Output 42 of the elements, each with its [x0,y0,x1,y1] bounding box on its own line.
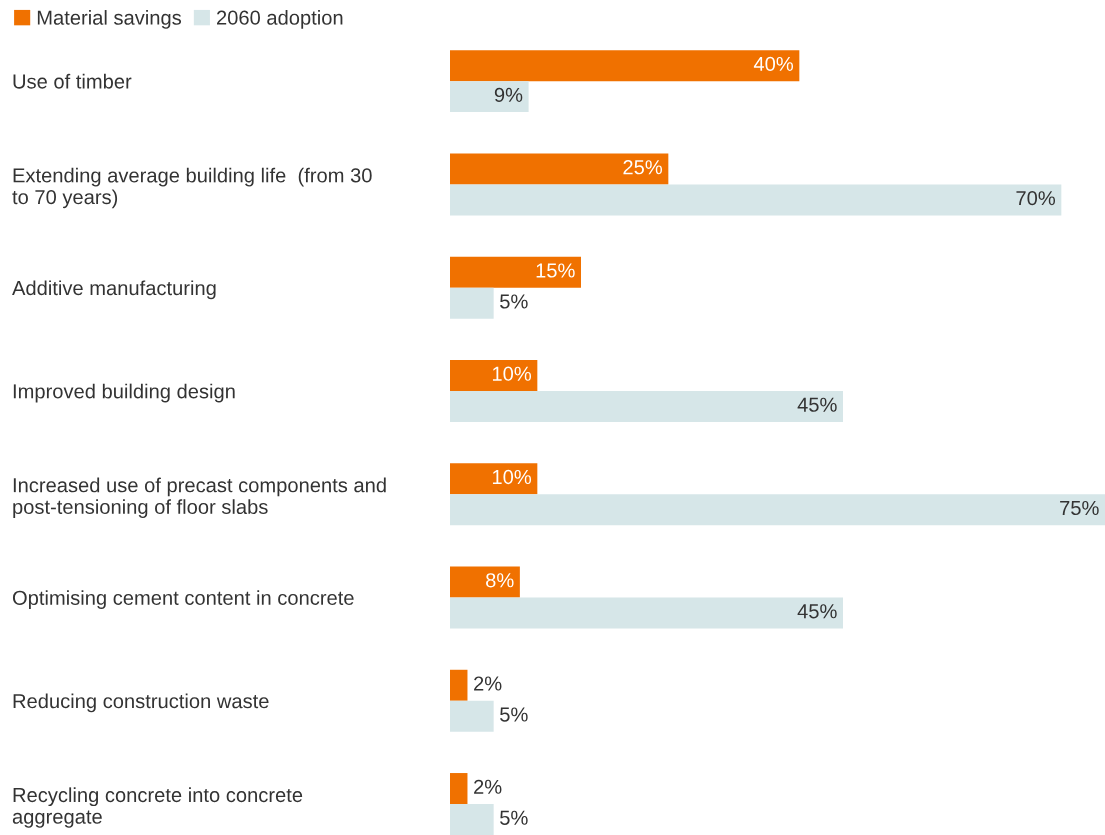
data-label: 15% [536,263,575,278]
data-label: 5% [500,810,528,825]
bar [450,700,494,732]
data-label: 25% [623,160,663,175]
bar [450,50,800,82]
bar [450,256,581,288]
bar [450,81,529,113]
y-tick-label: Improved building design [13,383,235,403]
data-label: 9% [494,87,523,103]
bar [450,463,538,495]
bar [450,494,1105,526]
data-label: 75% [1060,500,1099,516]
bar [450,566,520,598]
y-tick-label: Extending average building life (from 30 to 70 years) [12,167,372,209]
y-tick-label: Reducing construction waste [13,693,269,713]
data-label: 5% [500,294,528,309]
y-tick-label: Additive manufacturing [12,280,216,300]
data-label: 8% [486,573,514,588]
legend-label: 2060 adoption [217,10,343,29]
bar [450,390,843,422]
bar [450,597,843,629]
bar [450,153,669,185]
y-tick-label: Increased use of precast components and post-tensioning of floor slabs [13,477,386,518]
bar [450,773,468,805]
data-label: 2% [474,779,502,794]
bar [450,184,1062,216]
bar [450,359,538,391]
data-label: 70% [1016,191,1056,206]
bar [450,287,494,319]
data-label: 45% [797,397,837,412]
data-label: 5% [500,707,528,722]
y-tick-label: Use of timber [13,73,132,89]
legend-label: Material savings [37,10,182,29]
data-label: 45% [797,604,837,619]
y-tick-label: Optimising cement content in concrete [12,590,354,609]
data-label: 40% [753,56,794,72]
bar [450,804,494,835]
y-tick-label: Recycling concrete into concrete aggregate [12,787,303,828]
data-label: 2% [474,676,502,691]
bar [450,669,468,701]
data-label: 10% [492,366,532,381]
data-label: 10% [492,469,532,485]
